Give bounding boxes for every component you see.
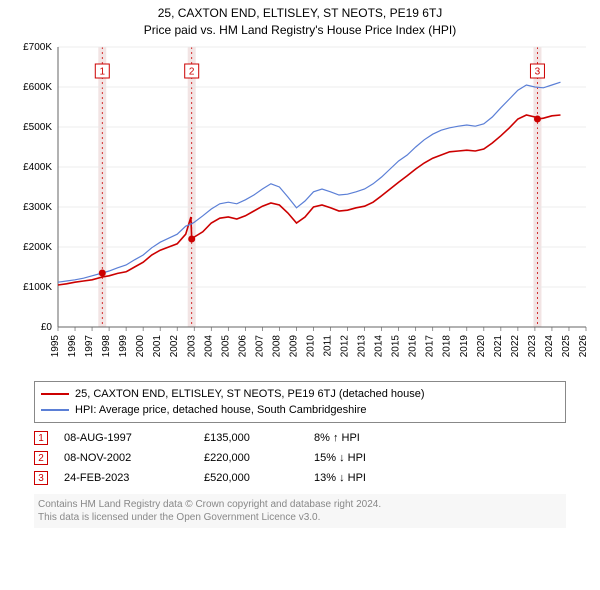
x-tick-label: 2004 [203,335,214,358]
x-tick-label: 2008 [271,335,282,358]
y-tick-label: £400K [23,162,52,173]
event-label-num: 3 [535,67,541,78]
x-tick-label: 2001 [152,335,163,358]
x-tick-label: 2013 [357,335,368,358]
event-delta: 15% ↓ HPI [314,452,366,464]
title-address: 25, CAXTON END, ELTISLEY, ST NEOTS, PE19… [0,6,600,20]
x-tick-label: 2003 [186,335,197,358]
chart-titles: 25, CAXTON END, ELTISLEY, ST NEOTS, PE19… [0,0,600,37]
y-tick-label: £500K [23,122,52,133]
event-date: 24-FEB-2023 [64,472,204,484]
event-delta: 13% ↓ HPI [314,472,366,484]
event-date: 08-AUG-1997 [64,432,204,444]
x-tick-label: 2016 [408,335,419,358]
x-tick-label: 1997 [84,335,95,358]
footer-line-2: This data is licensed under the Open Gov… [38,511,562,524]
event-dot [188,236,195,243]
x-tick-label: 2010 [305,335,316,358]
y-tick-label: £100K [23,282,52,293]
x-tick-label: 2014 [374,335,385,358]
legend-swatch [41,409,69,411]
price-chart: £0 £100K £200K £300K £400K £500K £600K £700K 199… [0,37,600,377]
x-tick-label: 2012 [340,335,351,358]
x-tick-label: 2024 [544,335,555,358]
event-marker: 3 [34,471,48,485]
x-tick-label: 2020 [476,335,487,358]
event-delta: 8% ↑ HPI [314,432,360,444]
x-tick-label: 2005 [220,335,231,358]
x-tick-label: 2017 [425,335,436,358]
event-row: 1 08-AUG-1997£135,0008% ↑ HPI [34,428,566,448]
legend: 25, CAXTON END, ELTISLEY, ST NEOTS, PE19… [34,381,566,423]
legend-swatch [41,393,69,395]
event-row: 3 24-FEB-2023£520,00013% ↓ HPI [34,468,566,488]
event-price: £135,000 [204,432,314,444]
title-subtitle: Price paid vs. HM Land Registry's House … [0,23,600,37]
event-label-num: 2 [189,67,195,78]
x-tick-label: 1995 [50,335,61,358]
x-tick-label: 2019 [459,335,470,358]
legend-row: 25, CAXTON END, ELTISLEY, ST NEOTS, PE19… [41,386,559,402]
event-marker: 2 [34,451,48,465]
event-label-num: 1 [100,67,106,78]
event-dot [534,116,541,123]
y-tick-label: £0 [41,322,53,333]
y-tick-label: £600K [23,82,52,93]
x-tick-label: 2023 [527,335,538,358]
event-price: £520,000 [204,472,314,484]
x-tick-label: 2021 [493,335,504,358]
legend-label: 25, CAXTON END, ELTISLEY, ST NEOTS, PE19… [75,388,425,400]
x-tick-label: 2002 [169,335,180,358]
event-date: 08-NOV-2002 [64,452,204,464]
x-tick-label: 2025 [561,335,572,358]
event-row: 2 08-NOV-2002£220,00015% ↓ HPI [34,448,566,468]
x-tick-label: 2007 [254,335,265,358]
x-tick-label: 2026 [578,335,589,358]
x-tick-label: 2000 [135,335,146,358]
legend-label: HPI: Average price, detached house, Sout… [75,404,366,416]
legend-row: HPI: Average price, detached house, Sout… [41,402,559,418]
y-tick-label: £200K [23,242,52,253]
x-tick-label: 2022 [510,335,521,358]
y-tick-label: £300K [23,202,52,213]
x-tick-label: 1999 [118,335,129,358]
footer-line-1: Contains HM Land Registry data © Crown c… [38,498,562,511]
event-dot [99,270,106,277]
x-tick-label: 2006 [237,335,248,358]
event-price: £220,000 [204,452,314,464]
footer-attribution: Contains HM Land Registry data © Crown c… [34,494,566,528]
event-marker: 1 [34,431,48,445]
x-tick-label: 2015 [391,335,402,358]
x-tick-label: 2011 [323,335,334,357]
x-tick-label: 2009 [288,335,299,358]
y-tick-label: £700K [23,42,52,53]
x-tick-label: 2018 [442,335,453,358]
x-tick-label: 1998 [101,335,112,358]
events-table: 1 08-AUG-1997£135,0008% ↑ HPI 2 08-NOV-2002… [34,428,566,488]
x-tick-label: 1996 [67,335,78,358]
